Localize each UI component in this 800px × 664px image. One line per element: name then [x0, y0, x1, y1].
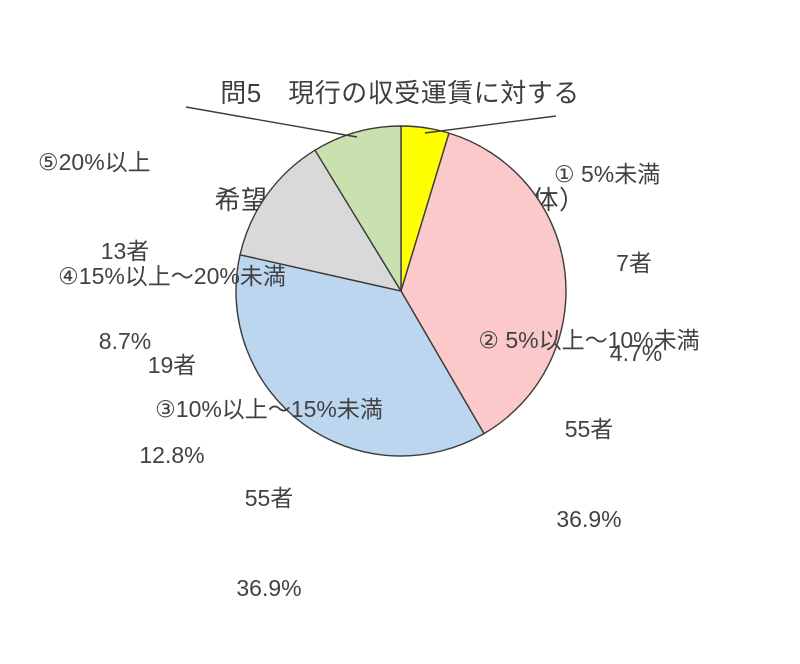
chart-title-line-1: 問5 現行の収受運賃に対する	[220, 77, 580, 108]
slice-label-3-name: ③10%以上～15%未満	[155, 395, 383, 422]
leader-line-slice-5	[185, 106, 358, 138]
pie-slice-2[interactable]	[400, 132, 567, 435]
slice-label-5-percent: 8.7%	[98, 328, 152, 355]
pie-chart-figure: 問5 現行の収受運賃に対する 希望する運賃の割増率（全体） ① 5%未満 7者 …	[30, 77, 748, 601]
slice-label-5: ⑤20%以上 13者 8.7%	[30, 88, 220, 417]
slice-label-5-count: 13者	[100, 238, 150, 265]
slice-label-2-name: ② 5%以上～10%未満	[478, 326, 700, 353]
pie-slice-4[interactable]	[239, 149, 402, 292]
slice-label-1-percent: 4.7%	[609, 340, 663, 367]
slice-label-4: ④15%以上～20%未満 19者 12.8%	[22, 202, 322, 531]
slice-label-4-percent: 12.8%	[139, 442, 205, 469]
pie-svg	[185, 106, 567, 457]
pie-leader-lines	[185, 106, 557, 138]
slice-label-2: ② 5%以上～10%未満 55者 36.9%	[437, 266, 741, 595]
slice-label-5-name: ⑤20%以上	[38, 148, 151, 175]
slice-label-3-percent: 36.9%	[236, 575, 302, 602]
slice-label-1: ① 5%未満 7者 4.7%	[548, 100, 748, 429]
slice-label-1-count: 7者	[616, 250, 652, 277]
pie-slices	[235, 125, 567, 457]
slice-label-3-count: 55者	[244, 485, 294, 512]
slice-label-4-name: ④15%以上～20%未満	[58, 262, 286, 289]
pie-slice-3[interactable]	[235, 254, 485, 457]
leader-line-slice-1	[424, 115, 557, 134]
slice-label-1-name: ① 5%未満	[554, 160, 661, 187]
slice-label-4-count: 19者	[147, 352, 197, 379]
slice-label-2-count: 55者	[564, 416, 614, 443]
pie-slice-5[interactable]	[314, 125, 402, 292]
slice-label-2-percent: 36.9%	[556, 506, 622, 533]
